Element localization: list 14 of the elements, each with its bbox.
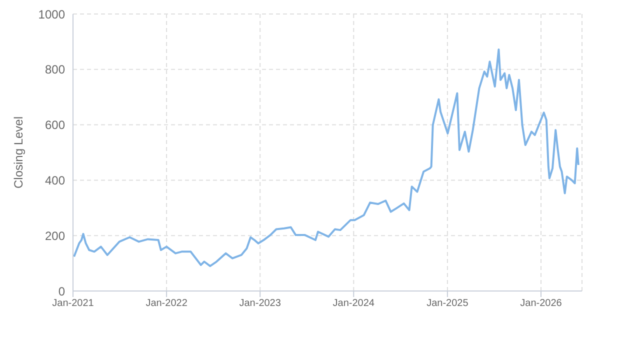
y-axis-title: Closing Level bbox=[11, 116, 26, 189]
y-tick-label: 400 bbox=[44, 173, 66, 188]
line-series bbox=[73, 48, 580, 268]
x-tick-label: Jan-2026 bbox=[520, 298, 562, 310]
y-tick-label: 0 bbox=[58, 284, 66, 298]
y-tick-label: 200 bbox=[44, 228, 66, 243]
x-tick-label: Jan-2022 bbox=[146, 298, 188, 310]
x-tick-label: Jan-2021 bbox=[52, 298, 94, 310]
x-tick-label: Jan-2023 bbox=[239, 298, 282, 310]
y-tick-label: 600 bbox=[44, 118, 66, 132]
y-tick-label: 1000 bbox=[38, 7, 66, 22]
x-tick-label: Jan-2025 bbox=[426, 298, 469, 310]
x-tick-label: Jan-2024 bbox=[332, 298, 375, 310]
y-tick-label: 800 bbox=[44, 62, 66, 77]
